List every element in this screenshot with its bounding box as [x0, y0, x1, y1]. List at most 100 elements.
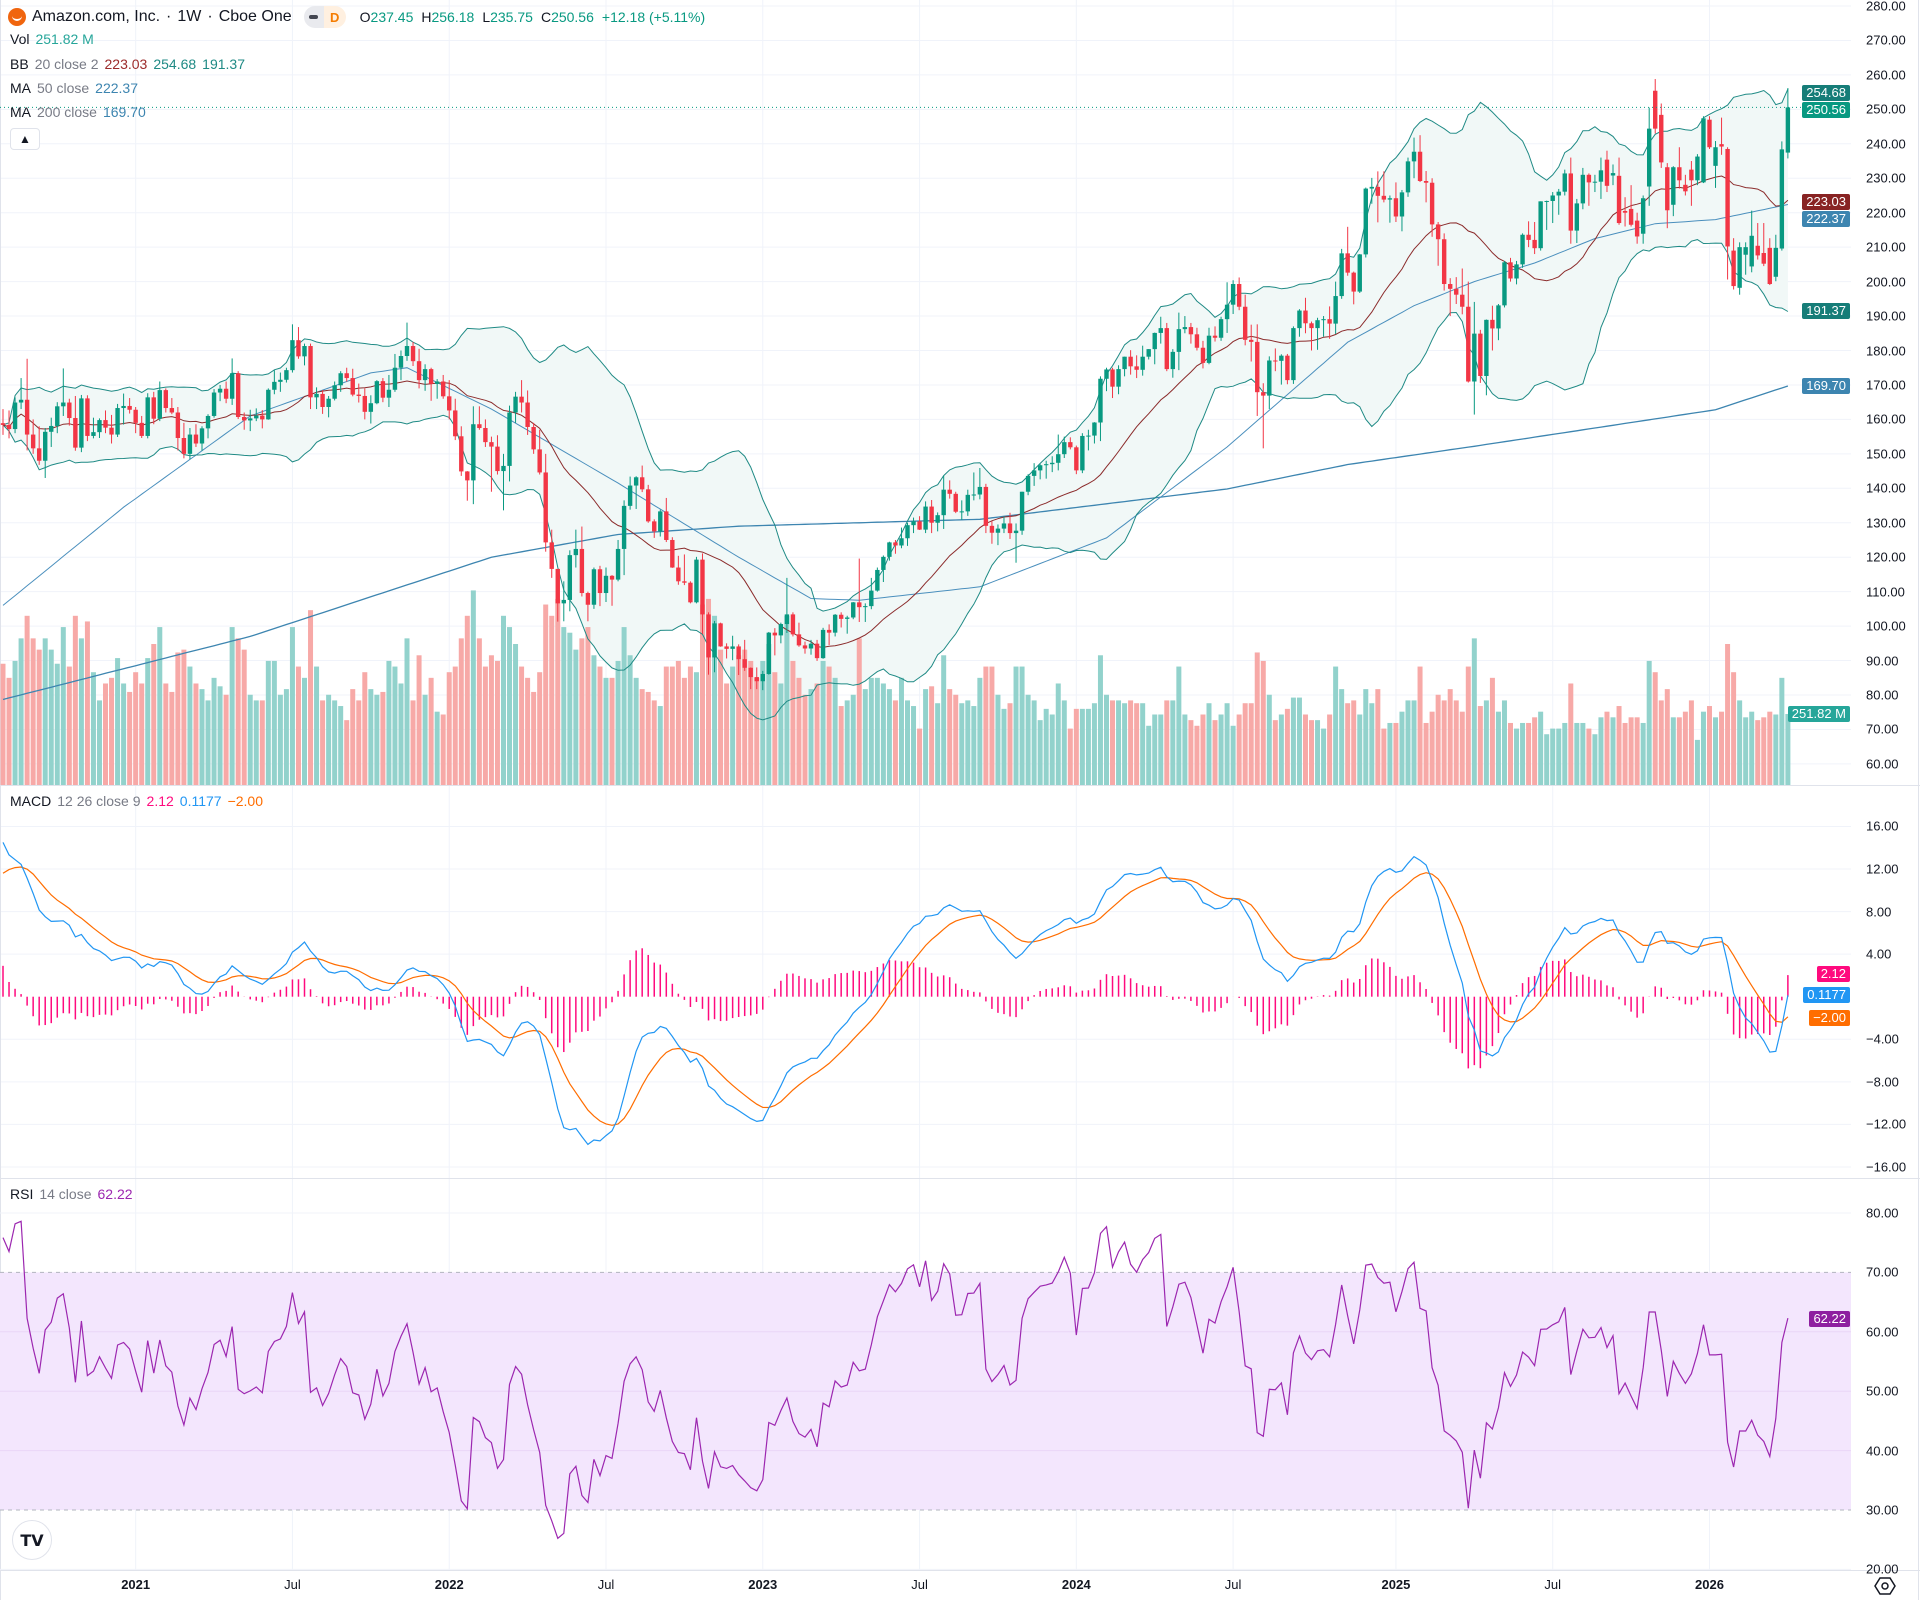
- volume-bar: [772, 672, 778, 785]
- price-scale-badge[interactable]: 254.68: [1802, 85, 1850, 102]
- legend-params: 14 close: [39, 1186, 92, 1202]
- volume-bar: [410, 700, 416, 785]
- candle: [1236, 277, 1242, 311]
- candle-body: [440, 381, 446, 397]
- market-status-pill[interactable]: D: [303, 6, 346, 28]
- legend-ma200[interactable]: MA 200 close 169.70: [10, 104, 146, 120]
- price-scale-badge[interactable]: 250.56: [1802, 102, 1850, 119]
- candle-body: [1586, 174, 1592, 183]
- volume-bar: [289, 627, 295, 785]
- tradingview-logo[interactable]: TV: [12, 1520, 52, 1560]
- bollinger-lower-line: [2, 239, 1789, 721]
- candle: [1550, 192, 1555, 224]
- interval-label[interactable]: 1W: [177, 8, 202, 25]
- legend-volume[interactable]: Vol 251.82 M: [10, 31, 94, 47]
- volume-bar: [591, 655, 597, 785]
- candle: [591, 567, 597, 609]
- volume-bar: [724, 683, 730, 785]
- volume-bar: [760, 660, 766, 785]
- macd-scale-badge[interactable]: −2.00: [1809, 1009, 1850, 1026]
- price-scale-badge[interactable]: 169.70: [1802, 377, 1850, 394]
- candle-body: [627, 485, 633, 506]
- volume-bar: [838, 706, 844, 785]
- legend-ma50[interactable]: MA 50 close 222.37: [10, 80, 138, 96]
- price-scale-badge[interactable]: 222.37: [1802, 211, 1850, 228]
- candle: [326, 395, 331, 418]
- volume-bar: [1116, 700, 1122, 785]
- rsi-scale-badge[interactable]: 62.22: [1809, 1310, 1850, 1327]
- volume-bar: [36, 649, 42, 785]
- symbol-name[interactable]: Amazon.com, Inc.: [32, 8, 161, 25]
- legend-macd[interactable]: MACD 12 26 close 9 2.12 0.1177 −2.00: [10, 793, 263, 809]
- candle-body: [1448, 284, 1453, 289]
- candle-body: [428, 369, 434, 384]
- volume-bar: [30, 638, 36, 785]
- candle: [1514, 260, 1519, 285]
- candle-body: [103, 420, 108, 428]
- candle-body: [199, 428, 205, 444]
- candle: [893, 539, 898, 554]
- price-scale-badge[interactable]: 223.03: [1802, 194, 1850, 211]
- candle: [314, 387, 319, 410]
- macd-tick-label: −4.00: [1866, 1031, 1899, 1047]
- candle-body: [483, 428, 488, 443]
- candle: [320, 390, 325, 414]
- candle: [67, 398, 72, 426]
- candle: [1007, 512, 1013, 539]
- candle-body: [1568, 173, 1573, 231]
- exchange-label[interactable]: Cboe One: [218, 8, 292, 25]
- candle-body: [61, 402, 66, 407]
- legend-bollinger[interactable]: BB 20 close 2 223.03 254.68 191.37: [10, 56, 245, 72]
- candle-body: [1339, 253, 1344, 297]
- macd-tick-label: 4.00: [1866, 946, 1892, 962]
- candle-body: [1441, 239, 1447, 285]
- macd-scale-badge[interactable]: 0.1177: [1803, 987, 1850, 1004]
- candle: [392, 353, 398, 392]
- volume-bar: [1134, 703, 1140, 785]
- candle: [332, 381, 337, 401]
- volume-scale-badge[interactable]: 251.82 M: [1787, 705, 1850, 722]
- candle: [1411, 137, 1417, 179]
- candle-body: [181, 438, 187, 454]
- candle: [1556, 188, 1561, 215]
- volume-bar: [422, 694, 428, 785]
- collapse-legend-button[interactable]: ▲: [10, 128, 40, 150]
- volume-bar: [1550, 728, 1556, 785]
- candle-body: [730, 646, 735, 649]
- volume-bar: [525, 677, 531, 785]
- volume-bar: [1694, 739, 1700, 785]
- candle-body: [374, 381, 380, 404]
- volume-bar: [229, 627, 235, 785]
- candle-body: [248, 418, 253, 421]
- candle-body: [163, 390, 169, 409]
- candle: [923, 501, 928, 534]
- volume-bar: [235, 638, 241, 785]
- macd-scale-badge[interactable]: 2.12: [1816, 966, 1850, 983]
- price-scale-badge[interactable]: 191.37: [1802, 303, 1850, 320]
- volume-bar: [428, 677, 434, 785]
- volume-bar: [748, 660, 754, 785]
- volume-bar: [1646, 660, 1652, 785]
- legend-rsi[interactable]: RSI 14 close 62.22: [10, 1186, 133, 1202]
- bollinger-band-fill: [3, 89, 1788, 720]
- candle: [646, 484, 651, 523]
- volume-bar: [187, 666, 193, 785]
- volume-bar: [338, 706, 344, 785]
- candle: [1725, 147, 1730, 280]
- candle-body: [887, 542, 892, 557]
- candle: [1616, 157, 1622, 225]
- candle-body: [1315, 320, 1320, 329]
- legend-label: BB: [10, 56, 29, 72]
- settings-gear-icon[interactable]: [1874, 1575, 1896, 1597]
- candle: [766, 631, 772, 675]
- volume-bar: [1622, 722, 1628, 785]
- candle-body: [995, 528, 1001, 533]
- candle-body: [1273, 360, 1278, 362]
- candle: [296, 327, 301, 359]
- volume-bar: [681, 677, 687, 785]
- candle: [682, 554, 687, 586]
- price-tick-label: 60.00: [1866, 756, 1899, 772]
- legend-label: MA: [10, 80, 31, 96]
- volume-bar: [404, 638, 410, 785]
